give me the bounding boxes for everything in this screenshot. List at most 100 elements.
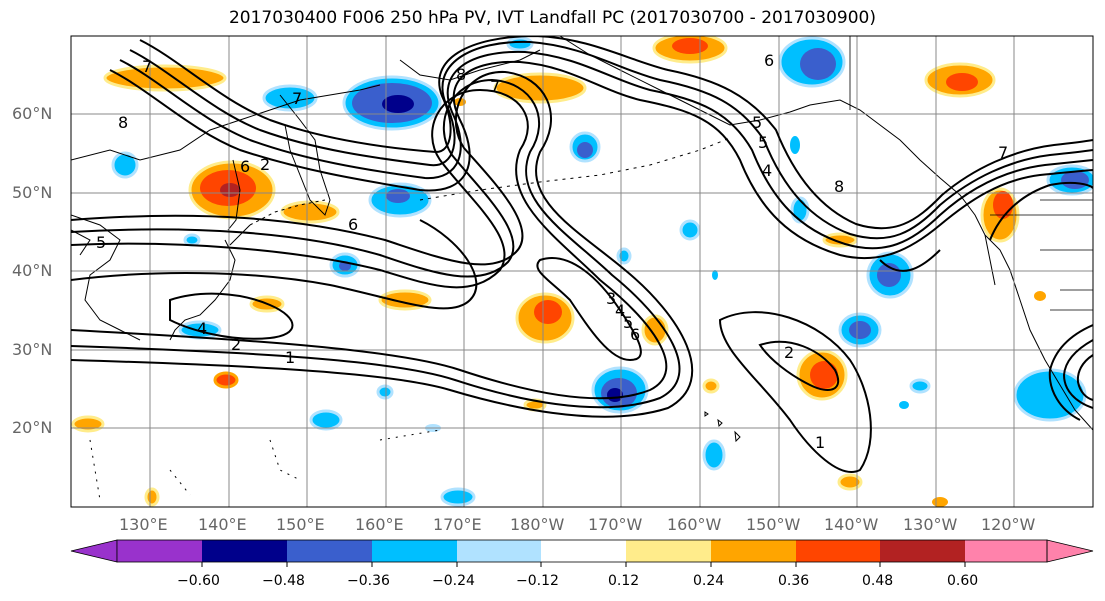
contour-line [71,78,681,409]
pv-anomaly-blob [577,142,593,158]
lon-label-130w: 130°W [903,515,958,534]
contour-label: 5 [752,113,762,132]
colorbar-segment [117,540,202,562]
colorbar-segment [626,540,711,562]
pv-anomaly-blob [702,439,726,471]
pv-anomaly-blob [382,95,414,113]
lat-label-60n: 60°N [12,104,53,123]
japan-coastline [169,224,251,341]
colorbar-segment [202,540,287,562]
colorbar-tick-label: −0.48 [262,573,305,589]
colorbar-tick-label: −0.24 [432,573,475,589]
pv-anomaly-blob [440,487,476,507]
pv-anomaly-blob [220,183,240,197]
contour-line [109,60,1093,260]
lat-label-30n: 30°N [12,340,53,359]
pv-anomaly-blob [1034,291,1046,301]
contour-line [129,40,1093,240]
pv-anomaly-blob [790,136,800,154]
map-border [70,35,1094,508]
colorbar-extend-high [1046,539,1094,563]
lon-label-150w: 150°W [746,515,801,534]
colorbar-segment [965,540,1047,562]
contour-line [1062,339,1093,409]
lon-label-140e: 140°E [198,515,247,534]
colorbar-segment [457,540,541,562]
pv-positive-anomalies [71,36,1046,507]
map-area: 7 8 8 7 6 5 5 4 7 8 6 2 6 5 2 4 1 3 4 5 … [71,36,1093,507]
lat-label-40n: 40°N [12,261,53,280]
pv-anomaly-blob [800,48,836,80]
colorbar-tick-label: −0.12 [516,573,559,589]
pv-anomaly-blob [376,384,394,400]
kuril-islands [249,199,326,226]
contour-label: 6 [348,215,358,234]
pv-anomaly-blob [616,247,632,265]
contour-label: 5 [758,133,768,152]
colorbar-tick-label: 0.24 [693,573,725,589]
contour-label: 4 [615,301,625,320]
contour-label: 2 [260,155,270,174]
us-canada-border [849,36,1093,311]
pv-anomaly-blob [1061,171,1089,189]
pv-anomaly-blob [641,314,669,346]
contour-line [169,292,294,340]
colorbar-tick-label: 0.60 [947,573,979,589]
colorbar-tick-label: 0.48 [862,573,894,589]
pv-anomaly-blob [946,73,978,91]
pv-anomaly-blob [534,300,562,324]
contour-labels: 7 8 8 7 6 5 5 4 7 8 6 2 6 5 2 4 1 3 4 5 … [96,51,1008,452]
contour-line [119,50,1093,250]
chart-title: 2017030400 F006 250 hPa PV, IVT Landfall… [228,8,876,28]
contour-label: 6 [630,325,640,344]
colorbar-tick-label: 0.12 [608,573,640,589]
contour-label: 1 [815,433,825,452]
contour-label: 5 [96,233,106,252]
contour-label: 4 [197,319,207,338]
lon-label-170w: 170°W [588,515,643,534]
pv-anomaly-blob [262,84,318,112]
lon-label-120w: 120°W [981,515,1036,534]
colorbar-tick-label: −0.60 [177,573,220,589]
contour-line [71,219,478,310]
pv-anomaly-blob [909,378,931,394]
contour-line [71,70,694,418]
pv-anomaly-blob [702,378,720,394]
contour-label: 1 [285,348,295,367]
north-america-coastline [984,234,1093,431]
colorbar-tick-label: 0.36 [778,573,810,589]
contour-label: 8 [834,177,844,196]
contour-label: 8 [118,113,128,132]
lon-label-150e: 150°E [276,515,325,534]
colorbar-segment [287,540,372,562]
lon-label-160e: 160°E [355,515,404,534]
colorbar-extend-low [70,539,118,563]
pacific-islands [89,429,441,501]
contour-label: 6 [764,51,774,70]
ivt-contours [71,36,1093,473]
pv-anomaly-blob [506,36,534,52]
contour-label: 8 [456,65,466,84]
pv-anomaly-blob [822,232,858,248]
contour-label: 6 [240,157,250,176]
pv-anomaly-blob [183,233,201,247]
contour-label: 7 [292,89,302,108]
pv-anomaly-blob [386,189,410,203]
pv-anomaly-blob [790,196,810,224]
pv-anomaly-blob [144,487,160,507]
colorbar-segment [796,540,880,562]
contour-label: 4 [762,161,772,180]
pv-anomaly-blob [213,371,239,389]
colorbar-segment [711,540,796,562]
contour-line [1048,324,1093,421]
contour-label: 7 [998,143,1008,162]
pv-anomaly-blob [837,473,863,491]
pv-anomaly-blob [810,361,838,389]
contour-line [139,36,1093,230]
pv-anomaly-blob [932,497,948,507]
contour-label: 3 [606,289,616,308]
contour-label: 7 [490,77,500,96]
contour-label: 2 [231,335,241,354]
lat-label-20n: 20°N [12,418,53,437]
colorbar-segment [541,540,626,562]
